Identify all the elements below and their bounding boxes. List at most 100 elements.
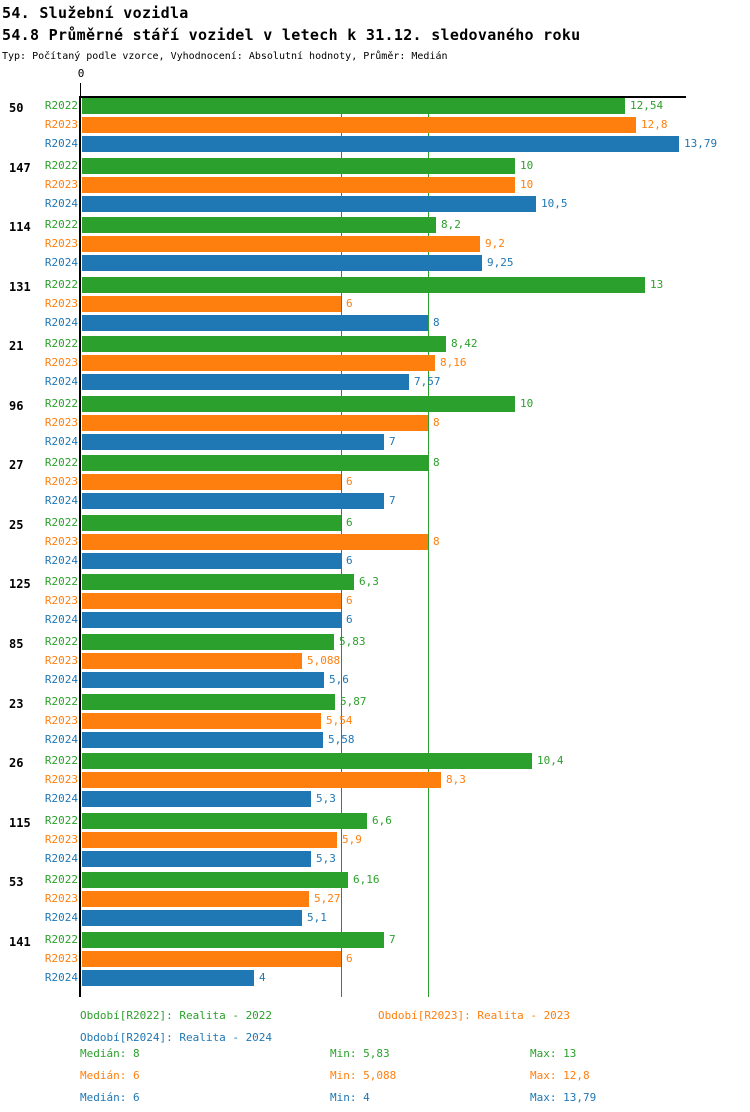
legend-period-r2022: Období[R2022]: Realita - 2022 xyxy=(80,1009,273,1022)
bar-value-label: 10 xyxy=(520,178,534,191)
bar-value-label: 6,16 xyxy=(353,873,380,886)
x-axis-origin-label: 0 xyxy=(77,67,85,80)
series-year-label: R2024 xyxy=(44,733,78,746)
series-year-label: R2023 xyxy=(44,475,78,488)
series-year-label: R2023 xyxy=(44,892,78,905)
series-year-label: R2022 xyxy=(44,278,78,291)
bar xyxy=(82,255,482,271)
legend-max-r2022: Max: 13 xyxy=(530,1047,577,1060)
category-label: 53 xyxy=(9,875,24,889)
legend-median-r2022: Medián: 8 xyxy=(80,1047,140,1060)
legend-max-r2024: Max: 13,79 xyxy=(530,1091,597,1104)
bar-value-label: 6 xyxy=(346,554,353,567)
bar-value-label: 5,3 xyxy=(316,852,336,865)
series-year-label: R2023 xyxy=(44,594,78,607)
series-year-label: R2022 xyxy=(44,575,78,588)
series-year-label: R2023 xyxy=(44,356,78,369)
series-year-label: R2024 xyxy=(44,792,78,805)
bar-value-label: 12,54 xyxy=(630,99,664,112)
bar-value-label: 5,83 xyxy=(339,635,366,648)
series-year-label: R2022 xyxy=(44,695,78,708)
x-axis-line xyxy=(79,96,686,98)
bar xyxy=(82,832,337,848)
bar xyxy=(82,872,348,888)
legend-median-r2024: Medián: 6 xyxy=(80,1091,140,1104)
bar-value-label: 10 xyxy=(520,397,534,410)
report-title: 54. Služební vozidla xyxy=(2,4,189,22)
legend-min-r2023: Min: 5,088 xyxy=(330,1069,397,1082)
bar-value-label: 12,8 xyxy=(641,118,668,131)
bar xyxy=(82,534,428,550)
series-year-label: R2023 xyxy=(44,952,78,965)
bar xyxy=(82,117,636,133)
category-label: 96 xyxy=(9,399,24,413)
legend-period-r2023: Období[R2023]: Realita - 2023 xyxy=(378,1009,571,1022)
bar-value-label: 7,57 xyxy=(414,375,441,388)
series-year-label: R2022 xyxy=(44,337,78,350)
bar xyxy=(82,851,311,867)
category-label: 147 xyxy=(9,161,31,175)
series-year-label: R2022 xyxy=(44,159,78,172)
series-year-label: R2024 xyxy=(44,316,78,329)
legend-max-r2023: Max: 12,8 xyxy=(530,1069,590,1082)
bar-value-label: 10 xyxy=(520,159,534,172)
bar xyxy=(82,593,341,609)
bar xyxy=(82,574,354,590)
bar xyxy=(82,891,309,907)
series-year-label: R2022 xyxy=(44,933,78,946)
y-axis-line xyxy=(79,96,81,997)
bar xyxy=(82,455,428,471)
bar-value-label: 8,42 xyxy=(451,337,478,350)
bar xyxy=(82,713,321,729)
series-year-label: R2023 xyxy=(44,773,78,786)
bar-value-label: 8,3 xyxy=(446,773,466,786)
bar xyxy=(82,196,536,212)
bar-value-label: 5,6 xyxy=(329,673,349,686)
bar-value-label: 9,25 xyxy=(487,256,514,269)
series-year-label: R2024 xyxy=(44,435,78,448)
bar xyxy=(82,374,409,390)
bar-value-label: 6,6 xyxy=(372,814,392,827)
series-year-label: R2024 xyxy=(44,494,78,507)
bar xyxy=(82,932,384,948)
bar-value-label: 7 xyxy=(389,494,396,507)
bar xyxy=(82,813,367,829)
series-year-label: R2022 xyxy=(44,873,78,886)
bar xyxy=(82,732,323,748)
bar xyxy=(82,951,341,967)
series-year-label: R2023 xyxy=(44,178,78,191)
category-label: 25 xyxy=(9,518,24,532)
series-year-label: R2022 xyxy=(44,397,78,410)
bar-value-label: 6 xyxy=(346,297,353,310)
series-year-label: R2024 xyxy=(44,613,78,626)
bar xyxy=(82,910,302,926)
bar-value-label: 6 xyxy=(346,613,353,626)
bar-value-label: 13 xyxy=(650,278,664,291)
series-year-label: R2024 xyxy=(44,852,78,865)
bar-value-label: 8 xyxy=(433,416,440,429)
bar xyxy=(82,694,335,710)
bar-value-label: 7 xyxy=(389,933,396,946)
bar xyxy=(82,136,679,152)
bar xyxy=(82,236,480,252)
bar-value-label: 6 xyxy=(346,952,353,965)
bar xyxy=(82,177,515,193)
series-year-label: R2023 xyxy=(44,654,78,667)
series-year-label: R2024 xyxy=(44,197,78,210)
legend-period-r2024: Období[R2024]: Realita - 2024 xyxy=(80,1031,273,1044)
bar xyxy=(82,791,311,807)
bar xyxy=(82,672,324,688)
median-reference-line xyxy=(428,97,429,997)
series-year-label: R2023 xyxy=(44,833,78,846)
legend-median-r2023: Medián: 6 xyxy=(80,1069,140,1082)
series-year-label: R2024 xyxy=(44,971,78,984)
category-label: 21 xyxy=(9,339,24,353)
bar xyxy=(82,612,341,628)
bar xyxy=(82,970,254,986)
category-label: 23 xyxy=(9,697,24,711)
category-label: 27 xyxy=(9,458,24,472)
series-year-label: R2023 xyxy=(44,535,78,548)
report-meta: Typ: Počítaný podle vzorce, Vyhodnocení:… xyxy=(2,51,448,62)
bar xyxy=(82,296,341,312)
